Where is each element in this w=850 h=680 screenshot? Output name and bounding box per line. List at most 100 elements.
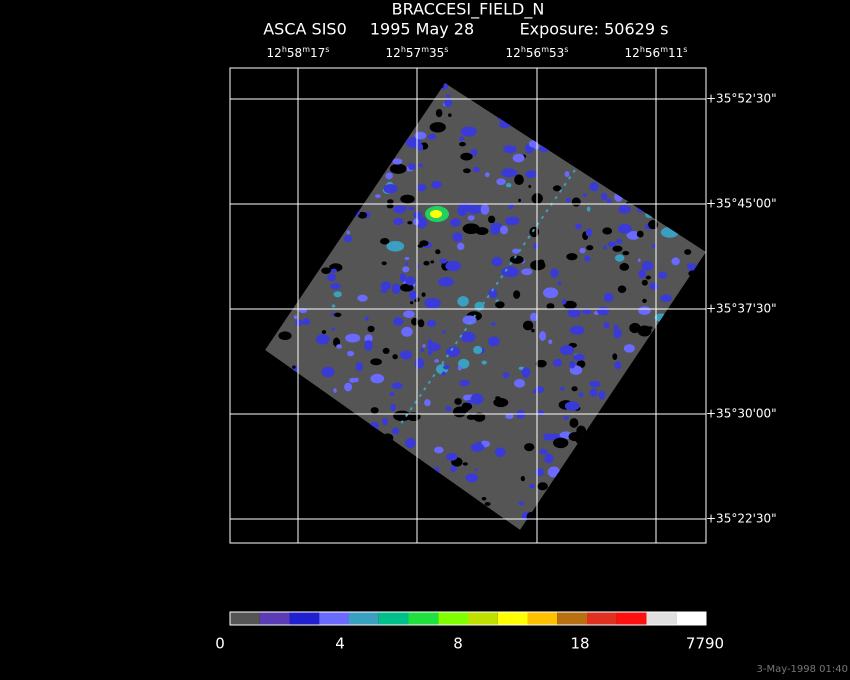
- unit: h: [401, 45, 406, 54]
- pixel-blob: [614, 254, 625, 262]
- ra-label: 12h57m35s: [386, 45, 449, 60]
- pixel-blob: [546, 303, 555, 310]
- pixel-blob: [454, 398, 462, 405]
- colorbar-swatch: [468, 612, 498, 625]
- pixel-blob: [435, 249, 441, 255]
- pixel-blob: [333, 388, 337, 393]
- pixel-blob: [357, 211, 368, 219]
- colorbar-swatch: [259, 612, 290, 625]
- colorbar-label: 18: [570, 635, 589, 653]
- unit: s: [444, 45, 448, 54]
- pixel-blob: [445, 260, 461, 272]
- pixel-blob: [465, 473, 479, 483]
- pixel-blob: [457, 296, 469, 307]
- pixel-blob: [539, 331, 547, 341]
- pixel-blob: [431, 180, 443, 189]
- pixel-blob: [528, 483, 536, 489]
- pixel-blob: [585, 228, 593, 237]
- pixel-blob: [579, 247, 586, 254]
- dec-label: +35°30'00": [706, 407, 777, 421]
- pixel-blob: [552, 185, 562, 192]
- pixel-blob: [584, 255, 591, 262]
- pixel-blob: [408, 162, 416, 171]
- pixel-blob: [537, 410, 545, 416]
- pixel-blob: [402, 266, 410, 273]
- pixel-blob: [344, 382, 353, 392]
- pixel-blob: [445, 94, 451, 98]
- pixel-blob: [576, 425, 587, 437]
- pixel-blob: [501, 266, 520, 278]
- pixel-blob: [407, 220, 413, 225]
- colorbar-swatch: [676, 612, 706, 625]
- pixel-blob: [347, 350, 355, 357]
- ra-label: 12h56m53s: [506, 45, 569, 60]
- colorbar-swatch: [378, 612, 409, 625]
- pixel-blob: [618, 205, 631, 214]
- pixel-blob: [543, 433, 553, 441]
- pixel-blob: [524, 443, 535, 452]
- pixel-blob: [474, 468, 478, 472]
- pixel-blob: [424, 297, 441, 309]
- ra-label: 12h58m17s: [267, 45, 330, 60]
- pixel-blob: [614, 360, 622, 370]
- pixel-blob: [387, 199, 394, 204]
- pixel-blob: [333, 291, 342, 298]
- pixel-blob: [548, 339, 553, 345]
- pixel-blob: [617, 285, 627, 293]
- pixel-blob: [684, 249, 692, 255]
- number: 35: [429, 46, 444, 60]
- number: 12: [625, 46, 640, 60]
- pixel-blob: [417, 143, 424, 152]
- pixel-blob: [424, 399, 431, 407]
- pixel-blob: [417, 319, 425, 328]
- pixel-blob: [566, 253, 578, 261]
- pixel-blob: [292, 365, 296, 369]
- pixel-blob: [601, 192, 608, 201]
- pixel-blob: [302, 318, 311, 326]
- pixel-blob: [582, 193, 588, 198]
- pixel-blob: [472, 166, 480, 173]
- pixel-blob: [613, 328, 622, 339]
- pixel-blob: [364, 316, 369, 321]
- pixel-blob: [343, 235, 353, 243]
- pixel-blob: [493, 397, 509, 408]
- colorbar-label: 7790: [686, 635, 724, 653]
- pixel-blob: [565, 197, 571, 203]
- pixel-blob: [589, 182, 599, 192]
- pixel-blob: [530, 260, 546, 271]
- pixel-blob: [389, 163, 407, 174]
- pixel-blob: [331, 304, 336, 308]
- pixel-blob: [459, 379, 470, 387]
- pixel-blob: [671, 257, 680, 266]
- pixel-blob: [401, 326, 413, 337]
- colorbar-swatch: [646, 612, 677, 625]
- pixel-blob: [364, 334, 373, 343]
- unit: s: [683, 45, 687, 54]
- pixel-blob: [505, 182, 512, 188]
- pixel-blob: [404, 256, 410, 261]
- pixel-blob: [462, 402, 473, 411]
- pixel-blob: [473, 345, 483, 355]
- pixel-blob: [496, 178, 506, 186]
- pixel-blob: [393, 410, 411, 422]
- pixel-blob: [623, 344, 635, 353]
- pixel-blob: [345, 333, 361, 343]
- pixel-blob: [586, 206, 591, 212]
- pixel-blob: [457, 242, 465, 251]
- pixel-blob: [508, 204, 514, 210]
- pixel-blob: [294, 319, 304, 326]
- pixel-blob: [501, 168, 518, 178]
- pixel-blob: [370, 407, 379, 414]
- number: 57: [406, 46, 421, 60]
- pixel-blob: [457, 365, 462, 371]
- pixel-blob: [641, 260, 654, 271]
- pixel-blob: [589, 388, 598, 397]
- number: 56: [645, 46, 660, 60]
- pixel-blob: [660, 294, 672, 302]
- pixel-blob: [357, 294, 368, 302]
- pixel-blob: [602, 227, 613, 235]
- pixel-blob: [441, 371, 447, 376]
- pixel-blob: [460, 152, 473, 161]
- pixel-blob: [414, 357, 425, 369]
- unit: s: [325, 45, 329, 54]
